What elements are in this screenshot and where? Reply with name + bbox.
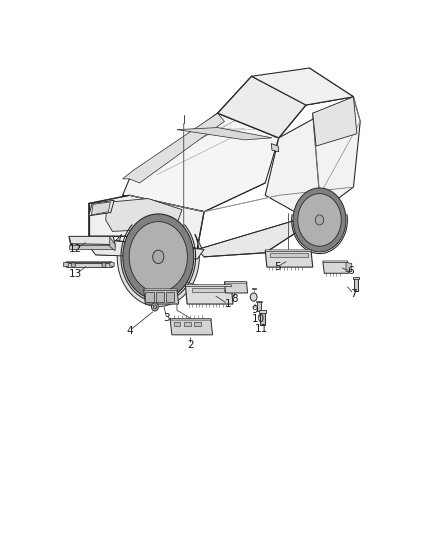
Circle shape [315, 215, 324, 225]
Polygon shape [129, 222, 187, 292]
Polygon shape [251, 288, 256, 289]
Polygon shape [110, 262, 114, 266]
Polygon shape [69, 245, 113, 249]
Polygon shape [258, 302, 261, 311]
Polygon shape [265, 250, 312, 252]
Text: 8: 8 [231, 294, 238, 304]
Polygon shape [123, 214, 194, 300]
Polygon shape [323, 262, 349, 273]
Circle shape [102, 263, 106, 268]
Polygon shape [88, 200, 114, 216]
Polygon shape [256, 301, 262, 302]
Polygon shape [110, 237, 115, 251]
Polygon shape [66, 263, 112, 267]
Polygon shape [197, 219, 309, 257]
Polygon shape [218, 76, 306, 138]
Text: 5: 5 [274, 262, 280, 272]
Polygon shape [298, 193, 341, 246]
Text: 4: 4 [126, 326, 133, 336]
Polygon shape [323, 261, 348, 263]
Polygon shape [166, 292, 174, 302]
Polygon shape [173, 322, 180, 326]
Polygon shape [69, 237, 115, 247]
Polygon shape [293, 188, 346, 252]
Polygon shape [69, 236, 115, 245]
Polygon shape [346, 263, 352, 272]
Text: 6: 6 [347, 266, 353, 276]
Polygon shape [192, 288, 224, 292]
Polygon shape [224, 281, 247, 283]
Polygon shape [144, 290, 179, 304]
Text: 2: 2 [187, 340, 194, 350]
Circle shape [153, 305, 156, 309]
Polygon shape [88, 238, 204, 259]
Polygon shape [353, 277, 359, 279]
Circle shape [250, 293, 257, 301]
Circle shape [153, 250, 164, 264]
Polygon shape [92, 202, 110, 215]
Polygon shape [265, 97, 360, 220]
Polygon shape [185, 286, 233, 304]
Polygon shape [145, 292, 154, 302]
Text: 7: 7 [350, 289, 357, 299]
Polygon shape [261, 312, 265, 325]
Polygon shape [155, 292, 164, 302]
Polygon shape [224, 282, 247, 293]
Text: 3: 3 [163, 313, 170, 324]
Polygon shape [354, 278, 357, 290]
Polygon shape [270, 253, 307, 257]
Circle shape [71, 263, 75, 268]
Polygon shape [265, 251, 313, 267]
Polygon shape [194, 322, 201, 326]
Polygon shape [177, 127, 272, 140]
Polygon shape [185, 285, 232, 286]
Text: 9: 9 [252, 305, 258, 315]
Polygon shape [170, 318, 212, 320]
Polygon shape [170, 319, 212, 335]
Polygon shape [313, 97, 357, 146]
Polygon shape [63, 262, 67, 266]
Polygon shape [116, 235, 204, 306]
Text: 1: 1 [225, 299, 231, 309]
Polygon shape [123, 113, 224, 183]
Text: 10: 10 [252, 314, 265, 324]
Polygon shape [144, 289, 178, 290]
Polygon shape [88, 195, 204, 248]
Polygon shape [271, 143, 279, 152]
Circle shape [152, 303, 158, 311]
Polygon shape [106, 199, 182, 231]
Text: 12: 12 [69, 244, 82, 254]
Text: 13: 13 [69, 269, 82, 279]
Polygon shape [66, 262, 112, 263]
Text: 11: 11 [255, 324, 268, 334]
Polygon shape [251, 68, 353, 105]
Polygon shape [123, 113, 279, 212]
Polygon shape [184, 322, 191, 326]
Polygon shape [259, 310, 266, 313]
